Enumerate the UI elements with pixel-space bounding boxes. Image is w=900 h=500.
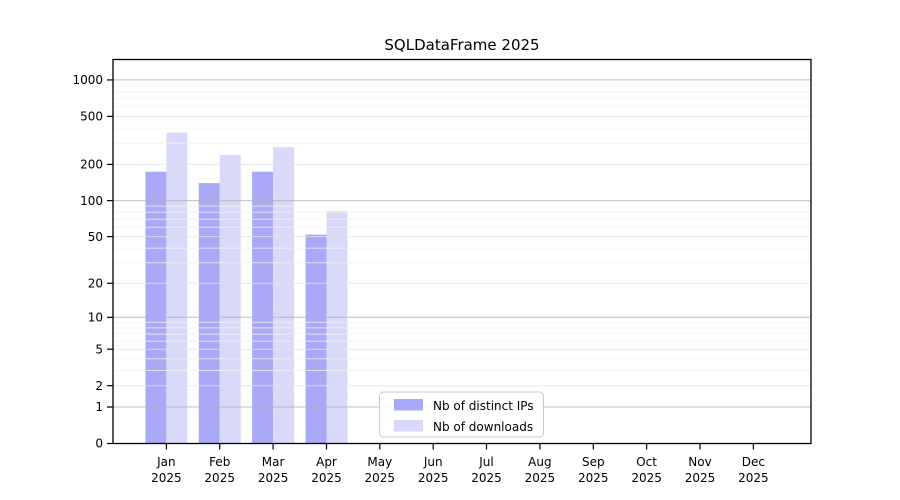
x-tick-label-mar: Mar xyxy=(262,455,285,469)
bar-distinct-ips-apr xyxy=(305,234,327,444)
x-tick-year-nov: 2025 xyxy=(685,471,716,485)
y-tick-label-1: 1 xyxy=(95,400,103,414)
x-tick-year-sep: 2025 xyxy=(578,471,609,485)
y-tick-label-5: 5 xyxy=(95,342,103,356)
legend-swatch-distinct-ips xyxy=(394,399,423,411)
y-tick-label-0: 0 xyxy=(95,437,103,451)
x-tick-year-jan: 2025 xyxy=(151,471,182,485)
y-tick-label-200: 200 xyxy=(80,158,103,172)
y-tick-label-20: 20 xyxy=(88,277,103,291)
legend-label-distinct-ips: Nb of distinct IPs xyxy=(433,399,534,413)
x-tick-year-apr: 2025 xyxy=(311,471,342,485)
x-tick-label-jan: Jan xyxy=(156,455,176,469)
legend-label-downloads: Nb of downloads xyxy=(433,420,533,434)
bar-distinct-ips-mar xyxy=(252,171,274,444)
x-tick-year-may: 2025 xyxy=(365,471,396,485)
x-tick-year-aug: 2025 xyxy=(525,471,556,485)
x-tick-year-oct: 2025 xyxy=(631,471,662,485)
x-tick-year-jul: 2025 xyxy=(471,471,502,485)
x-tick-label-nov: Nov xyxy=(688,455,711,469)
x-tick-label-dec: Dec xyxy=(742,455,765,469)
x-tick-label-may: May xyxy=(367,455,392,469)
y-tick-label-100: 100 xyxy=(80,194,103,208)
x-tick-label-jul: Jul xyxy=(478,455,493,469)
legend-swatch-downloads xyxy=(394,420,423,432)
grid-layer xyxy=(113,79,811,408)
y-tick-label-50: 50 xyxy=(88,230,103,244)
x-tick-year-dec: 2025 xyxy=(738,471,769,485)
x-tick-label-sep: Sep xyxy=(582,455,605,469)
y-tick-label-10: 10 xyxy=(88,311,103,325)
bar-downloads-feb xyxy=(219,154,241,444)
y-tick-label-500: 500 xyxy=(80,110,103,124)
y-tick-label-1000: 1000 xyxy=(72,73,103,87)
axes-layer: 0 1 2 5 10 20 50 100 200 500 1000 Jan 2025 Feb 2025 Mar… xyxy=(72,58,812,485)
bar-distinct-ips-feb xyxy=(198,183,220,444)
bar-downloads-mar xyxy=(273,147,295,444)
bars-layer xyxy=(145,132,348,444)
bar-distinct-ips-jan xyxy=(145,171,167,444)
x-tick-label-aug: Aug xyxy=(528,455,551,469)
x-tick-label-feb: Feb xyxy=(209,455,230,469)
y-tick-label-2: 2 xyxy=(95,379,103,393)
x-tick-label-oct: Oct xyxy=(636,455,657,469)
x-tick-year-jun: 2025 xyxy=(418,471,449,485)
x-tick-label-jun: Jun xyxy=(423,455,443,469)
bar-downloads-apr xyxy=(326,211,348,444)
bar-downloads-jan xyxy=(166,132,188,444)
x-tick-year-mar: 2025 xyxy=(258,471,289,485)
plot-frame xyxy=(112,58,812,445)
x-tick-year-feb: 2025 xyxy=(204,471,235,485)
x-tick-label-apr: Apr xyxy=(316,455,337,469)
legend: Nb of distinct IPs Nb of downloads xyxy=(379,391,544,438)
chart-title: SQLDataFrame 2025 xyxy=(384,36,539,54)
